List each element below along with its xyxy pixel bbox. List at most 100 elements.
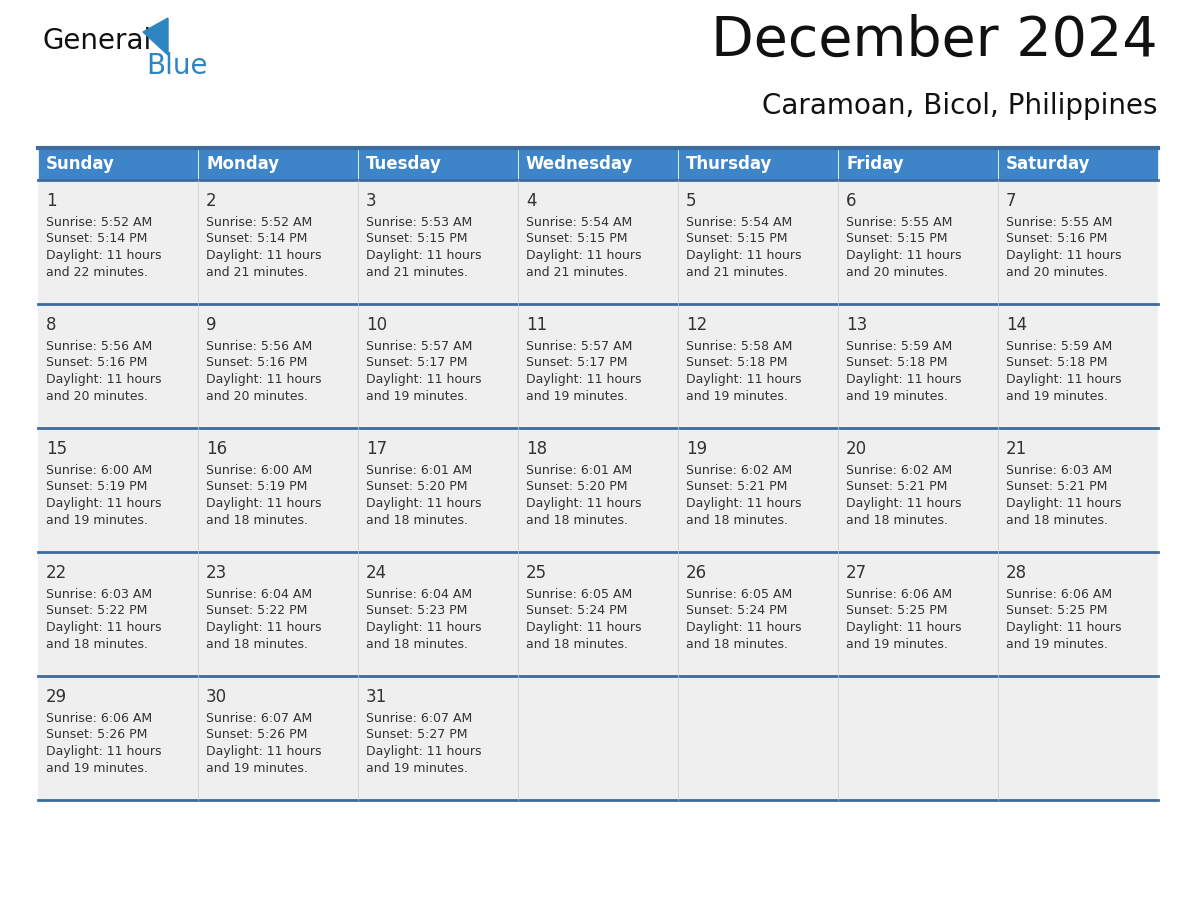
Text: Sunday: Sunday — [46, 155, 115, 173]
Bar — [358, 148, 518, 180]
Text: 12: 12 — [685, 316, 707, 334]
Text: Sunset: 5:20 PM: Sunset: 5:20 PM — [366, 480, 468, 494]
Bar — [838, 676, 998, 800]
Bar — [678, 428, 838, 552]
Bar — [838, 180, 998, 304]
Text: Sunrise: 5:55 AM: Sunrise: 5:55 AM — [1006, 216, 1112, 229]
Text: Sunset: 5:18 PM: Sunset: 5:18 PM — [1006, 356, 1107, 370]
Text: Daylight: 11 hours: Daylight: 11 hours — [46, 373, 162, 386]
Text: and 18 minutes.: and 18 minutes. — [46, 637, 148, 651]
Text: Daylight: 11 hours: Daylight: 11 hours — [846, 249, 961, 262]
Text: Daylight: 11 hours: Daylight: 11 hours — [206, 373, 322, 386]
Bar — [838, 428, 998, 552]
Text: Sunset: 5:24 PM: Sunset: 5:24 PM — [526, 604, 627, 618]
Text: 19: 19 — [685, 440, 707, 458]
Text: Daylight: 11 hours: Daylight: 11 hours — [46, 621, 162, 634]
Text: and 18 minutes.: and 18 minutes. — [1006, 513, 1108, 527]
Text: Daylight: 11 hours: Daylight: 11 hours — [46, 497, 162, 510]
Text: Daylight: 11 hours: Daylight: 11 hours — [526, 373, 642, 386]
Bar — [38, 148, 198, 180]
Text: and 19 minutes.: and 19 minutes. — [366, 389, 468, 402]
Text: Sunrise: 6:01 AM: Sunrise: 6:01 AM — [366, 464, 472, 477]
Text: and 21 minutes.: and 21 minutes. — [206, 265, 308, 278]
Bar — [838, 148, 998, 180]
Bar — [678, 552, 838, 676]
Text: 20: 20 — [846, 440, 867, 458]
Text: Daylight: 11 hours: Daylight: 11 hours — [206, 621, 322, 634]
Text: Sunset: 5:25 PM: Sunset: 5:25 PM — [1006, 604, 1107, 618]
Text: Sunset: 5:15 PM: Sunset: 5:15 PM — [526, 232, 627, 245]
Text: Sunset: 5:19 PM: Sunset: 5:19 PM — [46, 480, 147, 494]
Text: and 18 minutes.: and 18 minutes. — [685, 513, 788, 527]
Text: 15: 15 — [46, 440, 68, 458]
Text: Sunset: 5:15 PM: Sunset: 5:15 PM — [846, 232, 948, 245]
Text: Sunrise: 5:54 AM: Sunrise: 5:54 AM — [526, 216, 632, 229]
Text: 27: 27 — [846, 564, 867, 582]
Text: Sunrise: 6:00 AM: Sunrise: 6:00 AM — [206, 464, 312, 477]
Text: Daylight: 11 hours: Daylight: 11 hours — [1006, 621, 1121, 634]
Text: 14: 14 — [1006, 316, 1028, 334]
Text: 26: 26 — [685, 564, 707, 582]
Text: and 19 minutes.: and 19 minutes. — [526, 389, 628, 402]
Text: and 21 minutes.: and 21 minutes. — [685, 265, 788, 278]
Text: Sunrise: 6:01 AM: Sunrise: 6:01 AM — [526, 464, 632, 477]
Bar — [998, 148, 1158, 180]
Text: and 19 minutes.: and 19 minutes. — [685, 389, 788, 402]
Bar — [38, 304, 198, 428]
Text: Sunset: 5:23 PM: Sunset: 5:23 PM — [366, 604, 467, 618]
Text: 16: 16 — [206, 440, 227, 458]
Text: and 21 minutes.: and 21 minutes. — [366, 265, 468, 278]
Text: Sunrise: 5:57 AM: Sunrise: 5:57 AM — [526, 340, 632, 353]
Text: 24: 24 — [366, 564, 387, 582]
Text: 22: 22 — [46, 564, 68, 582]
Text: Wednesday: Wednesday — [526, 155, 633, 173]
Text: 5: 5 — [685, 192, 696, 210]
Text: and 19 minutes.: and 19 minutes. — [846, 389, 948, 402]
Text: Daylight: 11 hours: Daylight: 11 hours — [46, 249, 162, 262]
Text: Daylight: 11 hours: Daylight: 11 hours — [206, 745, 322, 758]
Bar — [998, 552, 1158, 676]
Bar — [198, 552, 358, 676]
Text: Daylight: 11 hours: Daylight: 11 hours — [366, 745, 481, 758]
Text: Sunset: 5:22 PM: Sunset: 5:22 PM — [46, 604, 147, 618]
Text: Sunrise: 5:55 AM: Sunrise: 5:55 AM — [846, 216, 953, 229]
Text: 1: 1 — [46, 192, 57, 210]
Text: 7: 7 — [1006, 192, 1017, 210]
Text: Sunrise: 6:06 AM: Sunrise: 6:06 AM — [846, 588, 952, 601]
Bar — [518, 148, 678, 180]
Text: Sunset: 5:16 PM: Sunset: 5:16 PM — [1006, 232, 1107, 245]
Text: Sunrise: 5:54 AM: Sunrise: 5:54 AM — [685, 216, 792, 229]
Bar — [998, 304, 1158, 428]
Text: 17: 17 — [366, 440, 387, 458]
Text: and 20 minutes.: and 20 minutes. — [206, 389, 308, 402]
Text: Sunset: 5:18 PM: Sunset: 5:18 PM — [846, 356, 948, 370]
Text: Sunset: 5:14 PM: Sunset: 5:14 PM — [206, 232, 308, 245]
Text: Sunrise: 5:53 AM: Sunrise: 5:53 AM — [366, 216, 473, 229]
Text: and 20 minutes.: and 20 minutes. — [1006, 265, 1108, 278]
Text: Sunset: 5:14 PM: Sunset: 5:14 PM — [46, 232, 147, 245]
Bar — [198, 428, 358, 552]
Text: Saturday: Saturday — [1006, 155, 1091, 173]
Text: Sunrise: 6:02 AM: Sunrise: 6:02 AM — [685, 464, 792, 477]
Text: and 18 minutes.: and 18 minutes. — [685, 637, 788, 651]
Text: and 18 minutes.: and 18 minutes. — [366, 513, 468, 527]
Bar — [998, 428, 1158, 552]
Bar — [358, 304, 518, 428]
Text: Sunset: 5:15 PM: Sunset: 5:15 PM — [685, 232, 788, 245]
Text: and 22 minutes.: and 22 minutes. — [46, 265, 147, 278]
Text: Sunrise: 6:06 AM: Sunrise: 6:06 AM — [1006, 588, 1112, 601]
Text: 23: 23 — [206, 564, 227, 582]
Bar — [518, 428, 678, 552]
Text: 30: 30 — [206, 688, 227, 706]
Text: Sunset: 5:20 PM: Sunset: 5:20 PM — [526, 480, 627, 494]
Text: and 18 minutes.: and 18 minutes. — [206, 513, 308, 527]
Bar — [518, 552, 678, 676]
Text: Sunrise: 6:07 AM: Sunrise: 6:07 AM — [206, 712, 312, 725]
Text: Daylight: 11 hours: Daylight: 11 hours — [685, 249, 802, 262]
Text: Friday: Friday — [846, 155, 904, 173]
Text: Sunset: 5:22 PM: Sunset: 5:22 PM — [206, 604, 308, 618]
Text: 31: 31 — [366, 688, 387, 706]
Bar — [518, 304, 678, 428]
Text: Sunrise: 5:56 AM: Sunrise: 5:56 AM — [206, 340, 312, 353]
Text: Sunset: 5:18 PM: Sunset: 5:18 PM — [685, 356, 788, 370]
